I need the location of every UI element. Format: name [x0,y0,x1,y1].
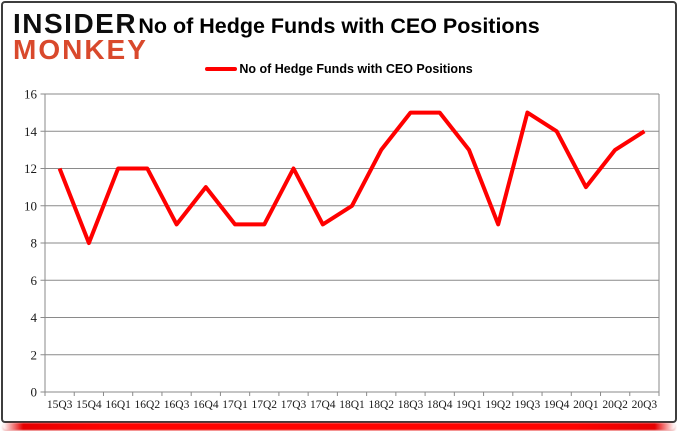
data-line [57,110,646,245]
x-axis-label: 19Q1 [456,399,482,411]
x-axis-label: 15Q4 [76,399,102,411]
x-axis-label: 19Q3 [515,399,541,411]
x-axis-label: 16Q4 [193,399,219,411]
y-axis-label: 12 [24,161,37,176]
y-axis-label: 4 [31,310,38,325]
x-axis-label: 17Q4 [310,399,336,411]
x-axis-label: 20Q3 [632,399,658,411]
x-axis-label: 16Q2 [135,399,161,411]
legend-line-swatch [205,67,238,71]
legend: No of Hedge Funds with CEO Positions [3,62,675,76]
chart-title: No of Hedge Funds with CEO Positions [138,14,540,38]
x-axis-label: 18Q2 [368,399,394,411]
logo-text-monkey: MONKEY [13,34,148,65]
x-axis-label: 18Q4 [427,399,453,411]
x-axis-label: 20Q2 [602,399,628,411]
x-axis-label: 16Q1 [105,399,131,411]
x-axis-label: 17Q1 [222,399,248,411]
legend-label: No of Hedge Funds with CEO Positions [239,62,473,76]
y-axis-label: 6 [31,273,38,288]
x-axis-label: 16Q3 [164,399,190,411]
x-axis-label: 17Q3 [281,399,307,411]
y-axis-label: 0 [31,385,38,400]
y-axis-label: 8 [31,236,38,251]
y-axis-label: 14 [24,124,38,139]
x-axis-label: 18Q3 [398,399,424,411]
y-axis-label: 16 [24,87,38,102]
card-border: INSIDER MONKEY No of Hedge Funds with CE… [1,1,677,423]
x-axis-label: 17Q2 [252,399,278,411]
x-axis-label: 15Q3 [47,399,73,411]
x-axis-label: 20Q1 [573,399,599,411]
x-axis-label: 19Q2 [485,399,511,411]
y-axis-label: 10 [24,198,37,213]
x-axis-label: 19Q4 [544,399,570,411]
logo-text-insider: INSIDER [13,8,138,39]
x-axis-label: 18Q1 [339,399,365,411]
red-accent-bar [3,423,675,430]
insider-monkey-logo: INSIDER MONKEY [13,8,148,65]
y-axis-label: 2 [31,347,38,362]
